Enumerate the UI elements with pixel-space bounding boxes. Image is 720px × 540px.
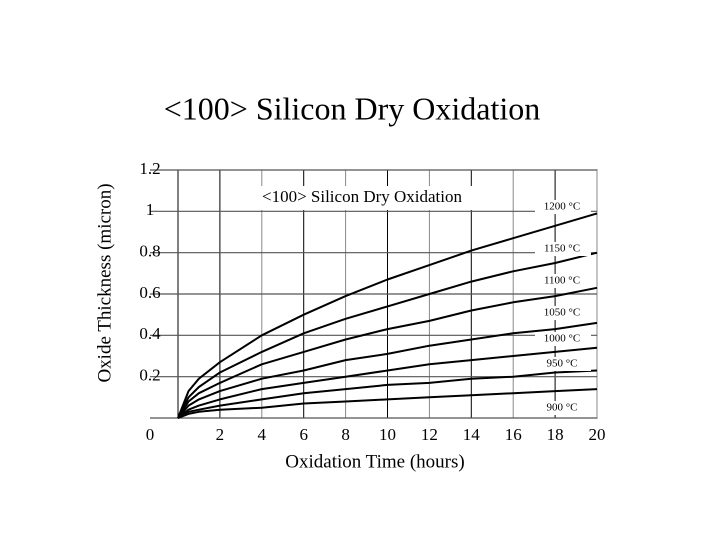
chart-title: <100> Silicon Dry Oxidation bbox=[164, 90, 541, 126]
series-label-bg bbox=[535, 357, 591, 371]
x-tick-label: 20 bbox=[589, 425, 606, 444]
x-tick-label: 4 bbox=[258, 425, 267, 444]
series-line bbox=[177, 321, 598, 419]
y-tick-label: 0.2 bbox=[139, 366, 160, 385]
y-tick-label: 0 bbox=[146, 425, 155, 444]
x-tick-label: 16 bbox=[505, 425, 522, 444]
x-axis-label: Oxidation Time (hours) bbox=[285, 451, 464, 472]
series-label: 1200 °C bbox=[544, 201, 581, 213]
series-label-bg bbox=[535, 242, 591, 256]
series-label: 1000 °C bbox=[544, 333, 581, 345]
y-tick-label: 1.2 bbox=[139, 159, 160, 178]
x-tick-label: 10 bbox=[379, 425, 396, 444]
y-tick-label: 0.8 bbox=[139, 242, 160, 261]
x-tick-label: 8 bbox=[341, 425, 350, 444]
series-line bbox=[177, 286, 598, 419]
series-label: 1100 °C bbox=[544, 275, 580, 287]
series-label-bg bbox=[535, 200, 591, 214]
series-label: 900 °C bbox=[547, 402, 578, 414]
x-tick-label: 6 bbox=[299, 425, 308, 444]
y-tick-label: 1 bbox=[146, 200, 155, 219]
series-line bbox=[177, 212, 598, 419]
series-label: 1150 °C bbox=[544, 243, 580, 255]
y-tick-label: 0.4 bbox=[139, 324, 161, 343]
series-label: 950 °C bbox=[547, 358, 578, 370]
series-label-bg bbox=[535, 332, 591, 346]
y-tick-label: 0.6 bbox=[139, 283, 160, 302]
annotation-bg bbox=[226, 186, 496, 210]
series-line bbox=[177, 388, 598, 419]
x-tick-label: 18 bbox=[547, 425, 564, 444]
series-label: 1050 °C bbox=[544, 307, 581, 319]
series-label-bg bbox=[535, 274, 591, 288]
series-line bbox=[177, 369, 598, 419]
y-axis-label: Oxide Thickness (micron) bbox=[94, 183, 115, 382]
x-tick-label: 14 bbox=[463, 425, 481, 444]
series-line bbox=[177, 346, 598, 419]
series-label-bg bbox=[535, 306, 591, 320]
annotation: <100> Silicon Dry Oxidation bbox=[262, 187, 463, 206]
x-tick-label: 2 bbox=[216, 425, 225, 444]
series-label-bg bbox=[535, 401, 591, 415]
series-line bbox=[177, 251, 598, 419]
x-tick-label: 12 bbox=[421, 425, 438, 444]
